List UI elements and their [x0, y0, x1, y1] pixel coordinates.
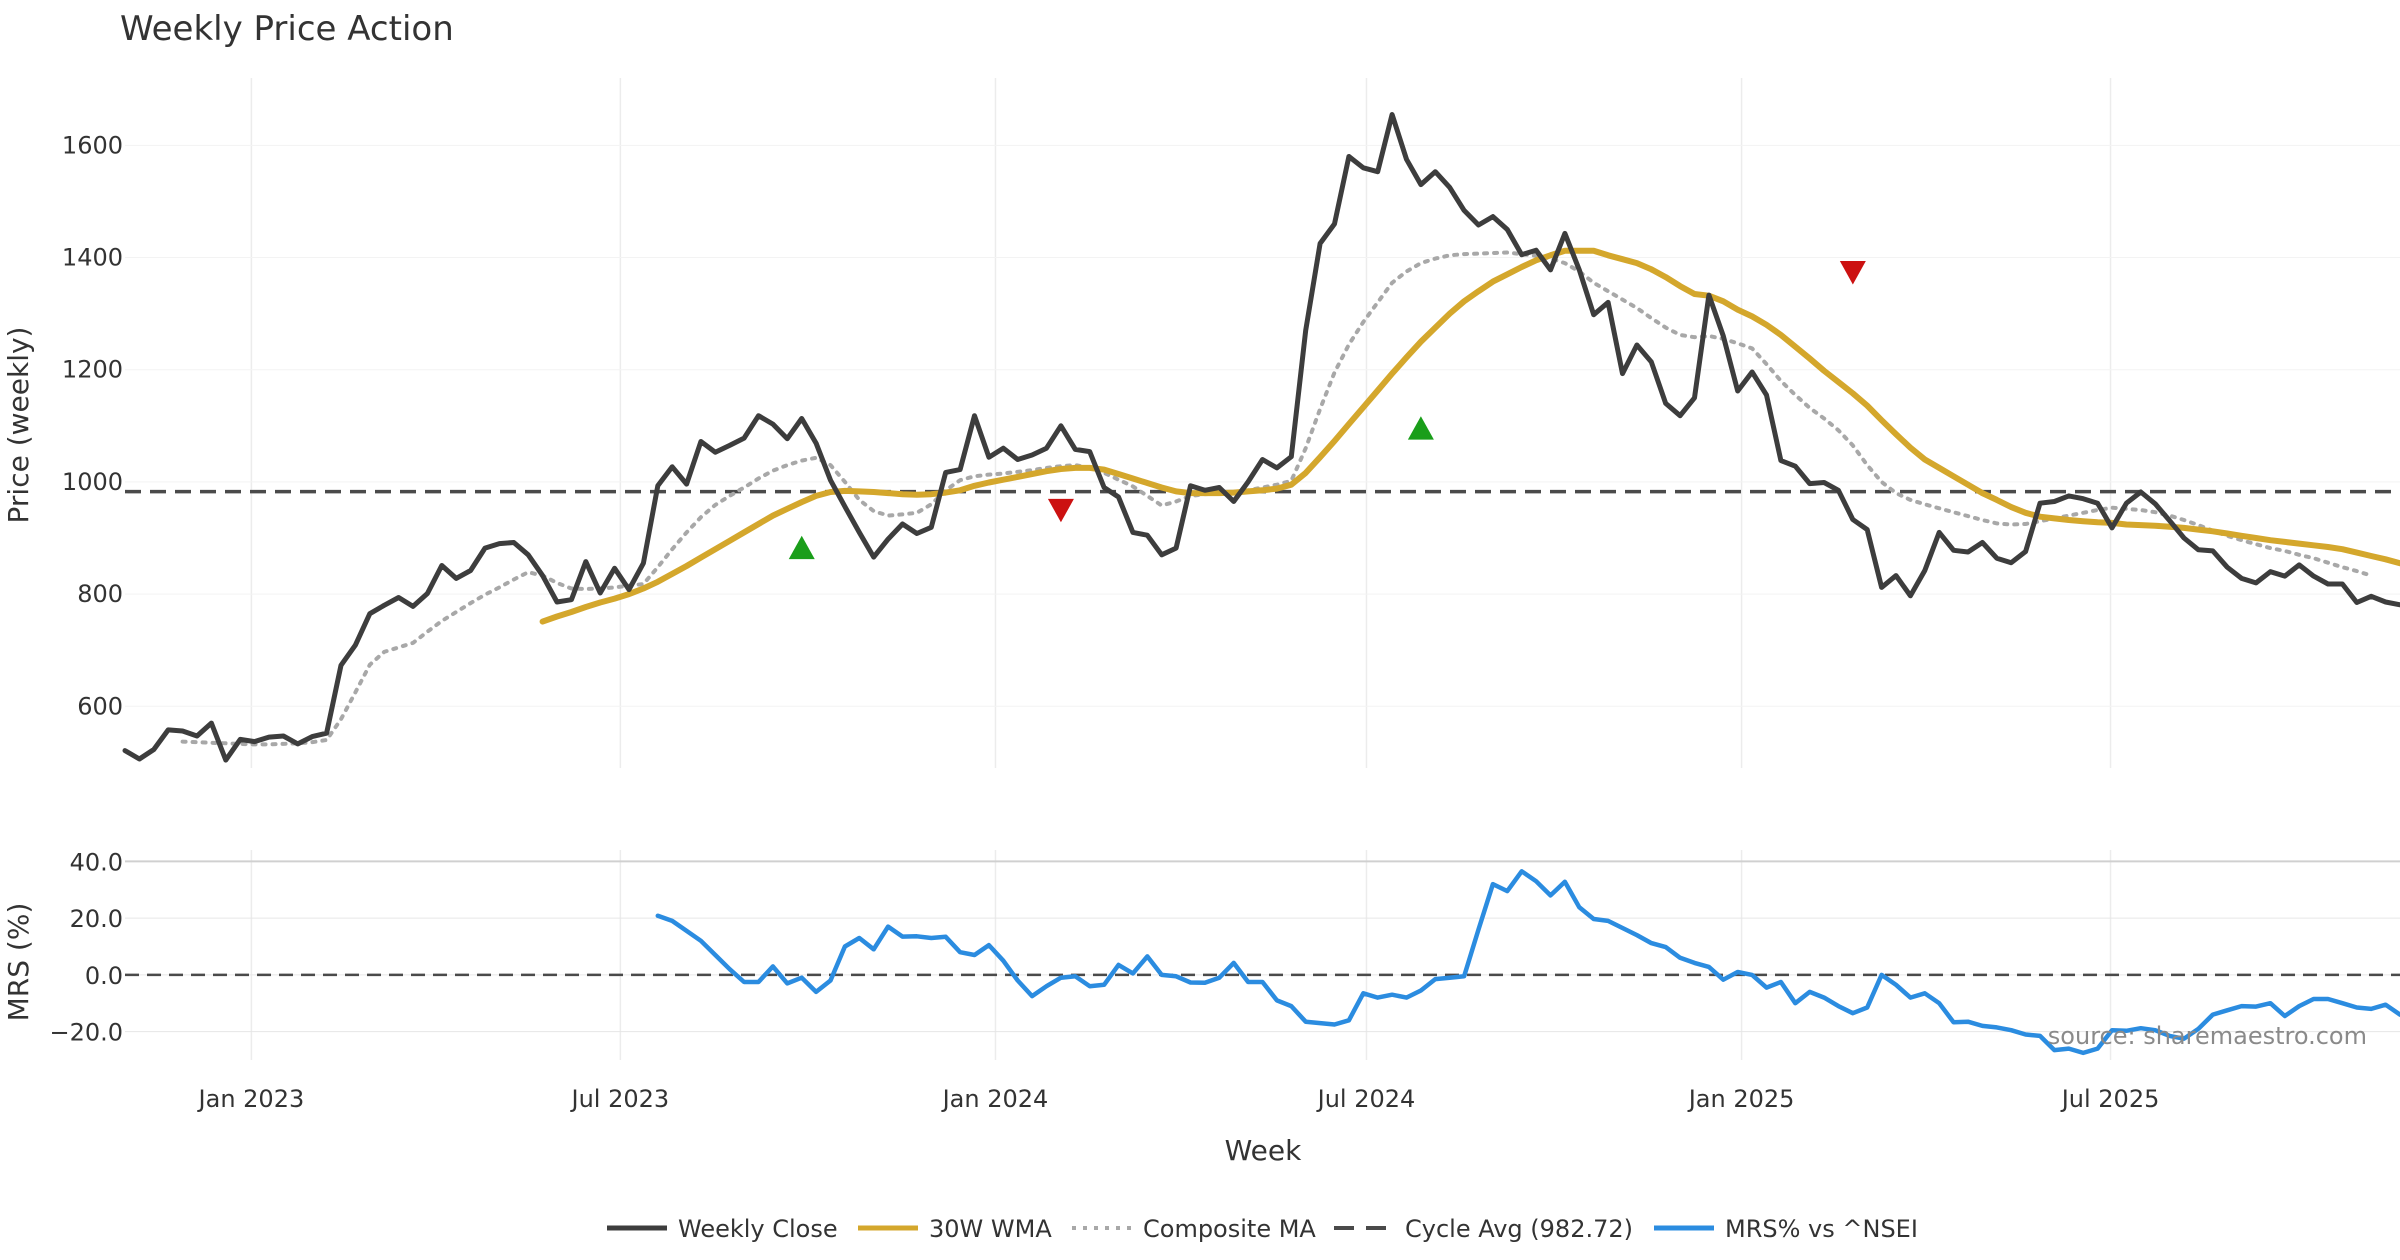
legend-label: Weekly Close [678, 1215, 838, 1243]
x-tick-label: Jul 2023 [570, 1085, 670, 1113]
x-tick-label: Jan 2024 [941, 1085, 1049, 1113]
y-tick-label: 600 [77, 692, 123, 720]
sell-signal-marker [1047, 498, 1074, 523]
legend: Weekly Close 30W WMA Composite MA Cycle Avg… [607, 1215, 1918, 1243]
sell-signal-marker [1839, 261, 1866, 285]
mrs-line [655, 869, 2400, 1056]
y-tick-label: 1400 [62, 244, 123, 272]
lower-y-ticks: 40.0 20.0 0.0 −20.0 [49, 848, 123, 1046]
x-tick-label: Jul 2024 [1316, 1085, 1416, 1113]
x-ticks: Jan 2023 Jul 2023 Jan 2024 Jul 2024 Jan 2025… [197, 1085, 2160, 1113]
x-tick-label: Jan 2023 [197, 1085, 305, 1113]
y-tick-label: 800 [77, 580, 123, 608]
weekly-close-line [122, 112, 2400, 763]
legend-label: Cycle Avg (982.72) [1405, 1215, 1633, 1243]
buy-signal-marker [788, 535, 815, 560]
main-y-ticks: 600 800 1000 1200 1400 1600 [62, 131, 123, 720]
x-tick-label: Jan 2025 [1687, 1085, 1795, 1113]
source-annotation: source: sharemaestro.com [2048, 1022, 2367, 1050]
x-tick-label: Jul 2025 [2060, 1085, 2160, 1113]
signal-markers [788, 261, 1866, 560]
main-y-axis-title: Price (weekly) [2, 327, 35, 524]
mrs-y-tick-label: 40.0 [70, 848, 123, 876]
x-axis-title: Week [1225, 1134, 1302, 1167]
chart-title: Weekly Price Action [120, 9, 454, 49]
y-tick-label: 1000 [62, 468, 123, 496]
wma-30w-line [539, 247, 2400, 625]
mrs-y-tick-label: 0.0 [85, 962, 123, 990]
composite-ma-line [180, 250, 2374, 747]
legend-label: Composite MA [1143, 1215, 1316, 1243]
buy-signal-marker [1407, 416, 1434, 440]
lower-y-axis-title: MRS (%) [2, 903, 35, 1022]
legend-label: MRS% vs ^NSEI [1725, 1215, 1918, 1243]
legend-label: 30W WMA [929, 1215, 1052, 1243]
mrs-y-tick-label: 20.0 [70, 905, 123, 933]
y-tick-label: 1200 [62, 356, 123, 384]
main-grid [125, 78, 2400, 768]
y-tick-label: 1600 [62, 131, 123, 159]
mrs-y-tick-label: −20.0 [49, 1019, 123, 1047]
